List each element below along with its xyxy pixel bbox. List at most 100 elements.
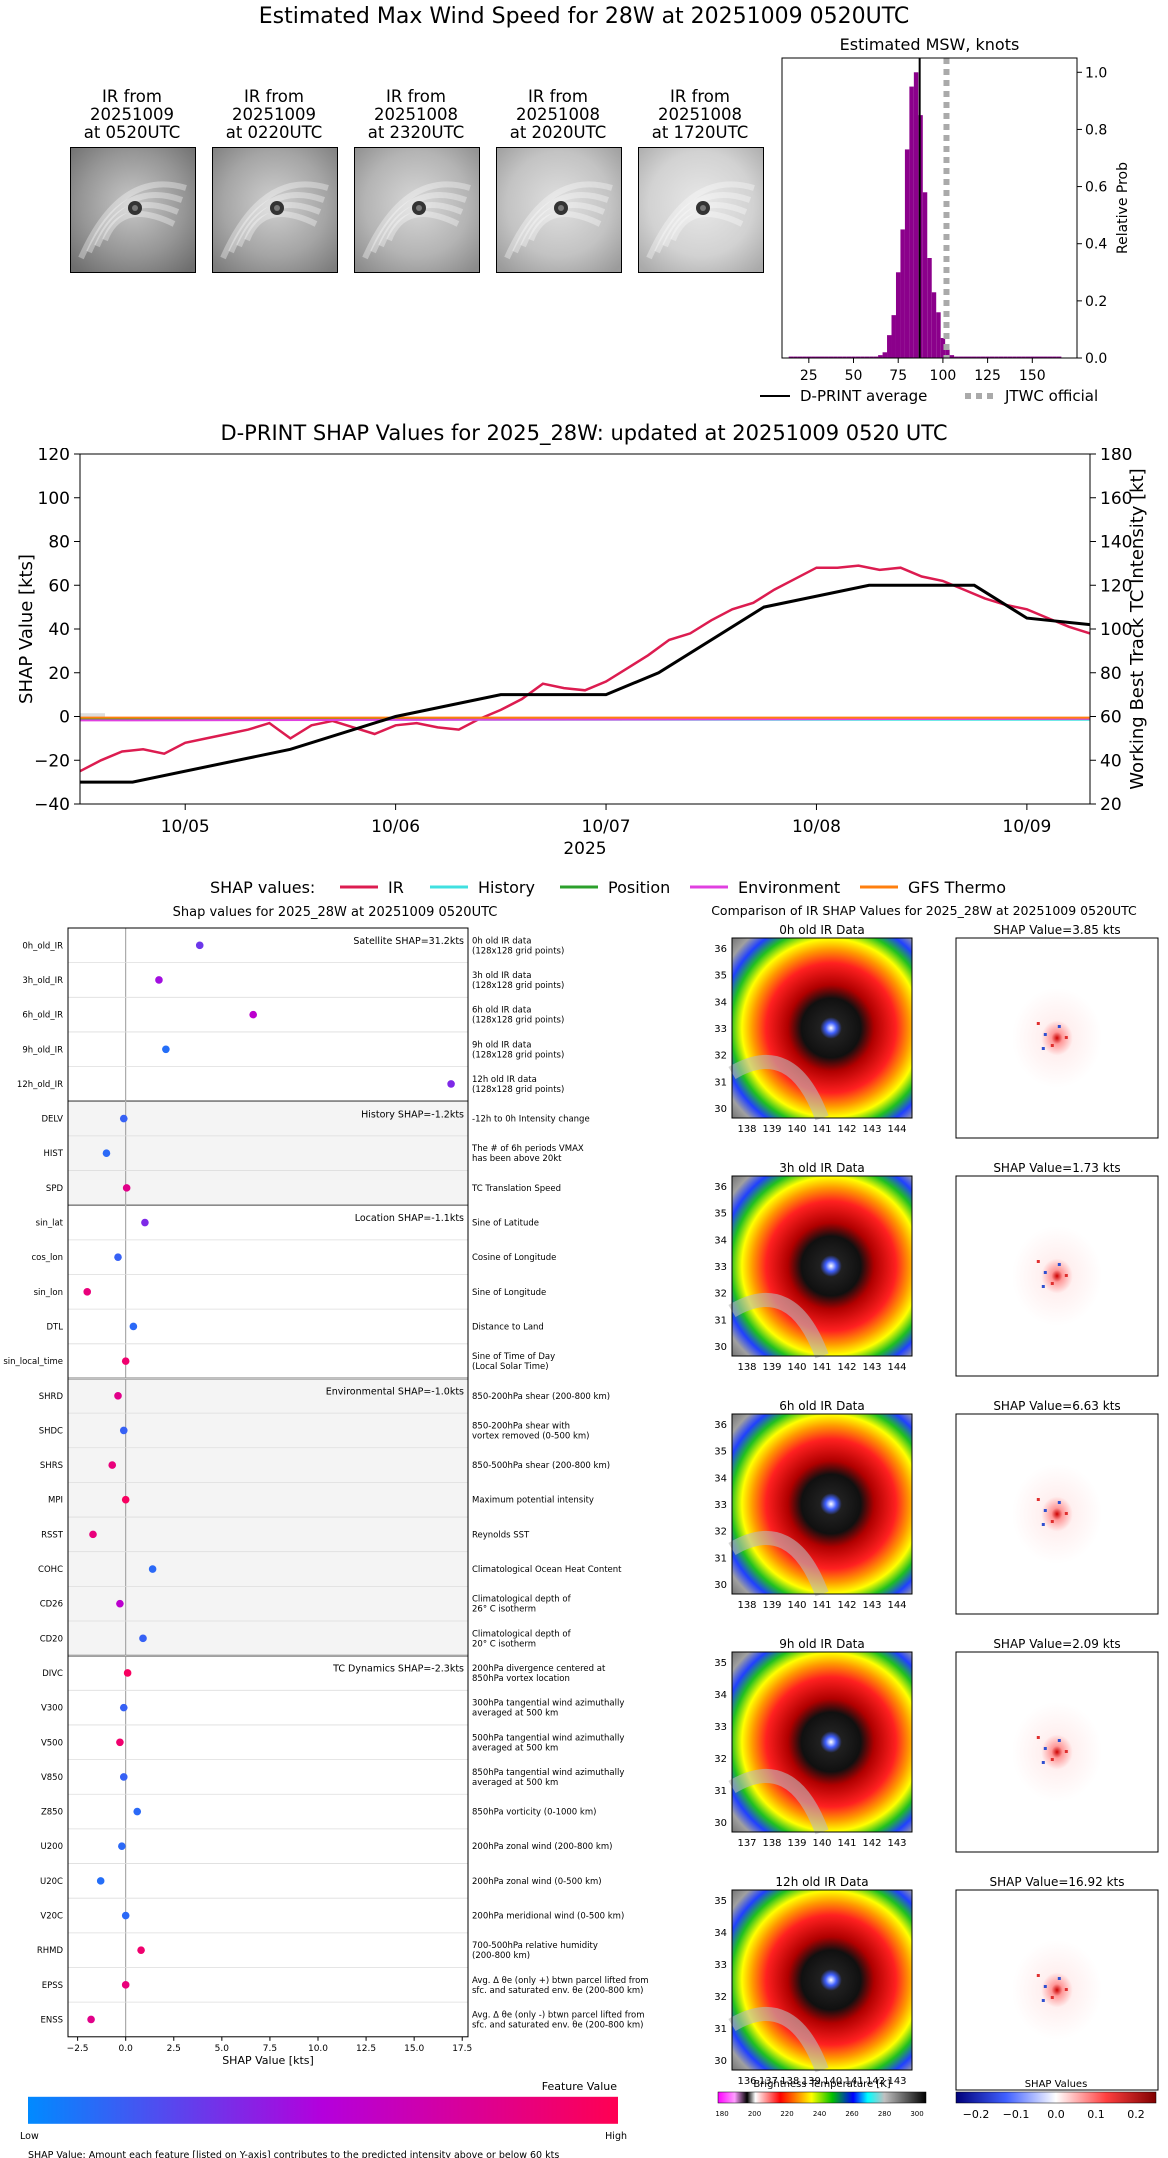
shap-colorbar-tick: −0.1 <box>1003 2108 1030 2121</box>
feature-shap-point <box>155 976 163 984</box>
feature-xtick-label: 5.0 <box>215 2044 230 2054</box>
msw-bar <box>819 356 825 358</box>
msw-bar <box>891 315 896 358</box>
feature-frame <box>67 927 469 2038</box>
ir-thumbnail-label: IR from 20251009 at 0520UTC <box>62 88 202 142</box>
feature-xtick-label: 15.0 <box>404 2044 424 2054</box>
ir-row-title: 3h old IR Data <box>779 1161 865 1175</box>
shap-map-pixel <box>1064 1036 1068 1039</box>
bt-colorbar-tick: 240 <box>813 2110 826 2118</box>
msw-bar <box>833 356 838 358</box>
feature-xtick-label: 2.5 <box>167 2044 181 2054</box>
feature-shap-chart: Satellite SHAP=31.2kts History SHAP=-1.2k… <box>3 927 649 2158</box>
feature-name: U200 <box>41 1842 63 1852</box>
shap-map-pixel <box>1064 1750 1068 1753</box>
msw-bar <box>985 356 990 358</box>
ts-x-tick-label: 10/08 <box>792 817 841 837</box>
bt-colorbar-tick: 300 <box>910 2110 923 2118</box>
ir-row-title: 9h old IR Data <box>779 1637 865 1651</box>
feature-description: Sine of Longitude <box>472 1288 546 1298</box>
msw-xtick-label: 25 <box>800 368 818 384</box>
feature-name: V300 <box>41 1704 63 1714</box>
msw-bar <box>954 356 959 358</box>
ir-lat-tick: 35 <box>714 1209 727 1220</box>
feature-shap-point <box>162 1045 170 1054</box>
msw-bar <box>904 149 910 358</box>
msw-bar <box>815 356 820 358</box>
feature-description: Cosine of Longitude <box>472 1253 556 1263</box>
ts-right-tick-label: 20 <box>1100 795 1122 815</box>
feature-shap-point <box>87 2015 95 2024</box>
msw-bar <box>797 356 803 358</box>
shap-map-pixel <box>1041 1047 1045 1050</box>
shap-map-pixel <box>1041 1999 1045 2002</box>
ir-thumbnail-label-line: IR from <box>528 87 588 106</box>
feature-description: sfc. and saturated env. θe (200-800 km) <box>472 2020 644 2030</box>
msw-bar <box>1025 356 1031 358</box>
zero-band <box>80 713 105 720</box>
feature-description: averaged at 500 km <box>472 1778 558 1788</box>
msw-bar <box>878 355 883 358</box>
ir-lat-tick: 31 <box>714 1077 727 1088</box>
feature-shap-point <box>118 1842 126 1851</box>
msw-xtick-label: 100 <box>930 368 957 384</box>
ir-thumbnail-label-line: at 0220UTC <box>225 123 323 142</box>
shap-map-pixel <box>1050 1520 1054 1523</box>
feature-shap-point <box>102 1149 111 1158</box>
ts-right-tick-label: 40 <box>1100 751 1122 771</box>
ir-image <box>732 938 912 1118</box>
feature-name: sin_lon <box>34 1288 63 1298</box>
msw-xtick-label: 50 <box>845 368 863 384</box>
feature-name: V500 <box>41 1738 63 1748</box>
feature-name: ENSS <box>40 2015 63 2025</box>
msw-bar <box>788 356 794 358</box>
ts-x-tick-label: 10/09 <box>1002 817 1051 837</box>
bt-colorbar-tick: 260 <box>845 2110 858 2118</box>
feature-name: HIST <box>44 1149 64 1159</box>
ts-legend-label: GFS Thermo <box>908 878 1006 897</box>
feature-shap-point <box>129 1322 138 1331</box>
feature-name: 6h_old_IR <box>22 1011 63 1021</box>
ir-lat-tick: 34 <box>714 1473 727 1484</box>
feature-name: COHC <box>38 1565 63 1575</box>
bt-colorbar-tick: 280 <box>878 2110 891 2118</box>
shap-map-pixel <box>1041 1523 1045 1526</box>
ir-thumbnail-label-line: IR from <box>244 87 304 106</box>
shap-row-title: SHAP Value=1.73 kts <box>993 1161 1120 1175</box>
ir-thumbnail-label-line: 20251009 <box>90 105 174 124</box>
msw-bar <box>1047 356 1053 358</box>
feature-name: SHDC <box>39 1426 63 1436</box>
series-environment <box>79 717 1091 722</box>
msw-bar <box>922 192 928 358</box>
ir-image-band <box>728 1769 829 1835</box>
ir-thumbnail-label-line: 20251008 <box>516 105 600 124</box>
feature-shap-point <box>121 1981 130 1989</box>
ir-image-band <box>728 1293 829 1359</box>
shap-colorbar <box>955 2091 1157 2104</box>
ir-thumbnail-label-line: 20251009 <box>232 105 316 124</box>
shap-colorbar-tick: −0.2 <box>963 2108 990 2121</box>
feature-shap-point <box>447 1080 455 1088</box>
ir-lat-tick: 35 <box>714 971 727 982</box>
shap-map-pixel <box>1036 1498 1040 1501</box>
ir-image-frame <box>731 937 913 1119</box>
ir-lon-tick: 141 <box>812 1600 831 1611</box>
feature-name: DELV <box>41 1115 63 1125</box>
ir-thumbnail-label-line: IR from <box>102 87 162 106</box>
msw-ytick-label: 0.2 <box>1085 294 1107 310</box>
feature-description: 6h old IR data <box>472 1006 531 1016</box>
msw-bar <box>846 356 852 358</box>
shap-map-hotspot <box>1012 1226 1102 1326</box>
ir-thumbnail-label-line: 20251008 <box>374 105 458 124</box>
shap-map-pixel <box>1050 1282 1054 1285</box>
ir-thumbnail-label-line: at 2020UTC <box>509 123 607 142</box>
ir-lat-tick: 32 <box>714 1992 727 2003</box>
shap-map-pixel <box>1036 1260 1040 1263</box>
feature-description: 700-500hPa relative humidity <box>472 1941 598 1951</box>
ir-lat-tick: 34 <box>714 1690 727 1701</box>
ir-image-frame <box>731 1413 913 1595</box>
shap-map-pixel <box>1057 1263 1061 1266</box>
feature-description: vortex removed (0-500 km) <box>472 1431 589 1441</box>
msw-bar <box>1030 356 1035 358</box>
feature-panel-title: Shap values for 2025_28W at 20251009 052… <box>172 905 498 920</box>
